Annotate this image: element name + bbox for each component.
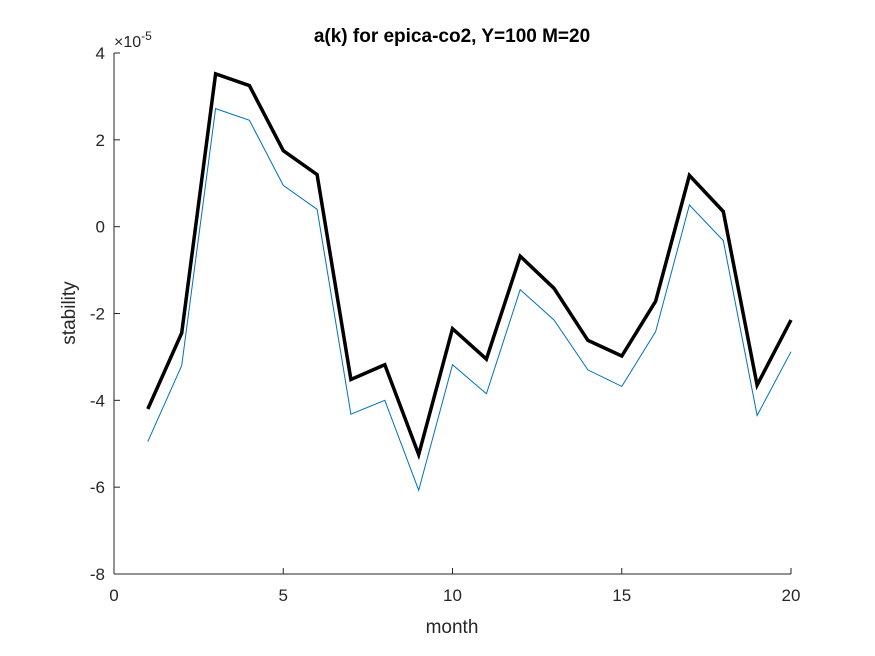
x-tick-label: 0 (109, 586, 118, 605)
y-tick-label: 2 (96, 131, 105, 150)
x-ticks: 0 5 10 15 20 (109, 568, 800, 605)
chart-title: a(k) for epica-co2, Y=100 M=20 (314, 26, 590, 47)
series-layer (146, 71, 793, 492)
y-tick-label: -8 (90, 565, 105, 584)
y-tick-label: 4 (96, 44, 105, 63)
y-exponent-power: -5 (141, 29, 152, 43)
x-tick-label: 5 (279, 586, 288, 605)
series-line-blue (147, 107, 792, 492)
y-exponent-label: ×10-5 (114, 29, 152, 51)
y-tick-label: 0 (96, 218, 105, 237)
x-tick-label: 10 (443, 586, 462, 605)
x-tick-label: 15 (612, 586, 631, 605)
y-tick-label: -2 (90, 305, 105, 324)
y-ticks: -8 -6 -4 -2 0 2 4 (90, 44, 120, 584)
y-exponent-base: ×10 (114, 34, 141, 51)
series-line-black (146, 71, 793, 461)
x-tick-label: 20 (782, 586, 801, 605)
y-tick-label: -6 (90, 478, 105, 497)
x-axis-label: month (426, 617, 479, 638)
y-tick-label: -4 (90, 391, 105, 410)
y-axis-label: stability (59, 281, 80, 345)
plot-area (114, 53, 791, 574)
